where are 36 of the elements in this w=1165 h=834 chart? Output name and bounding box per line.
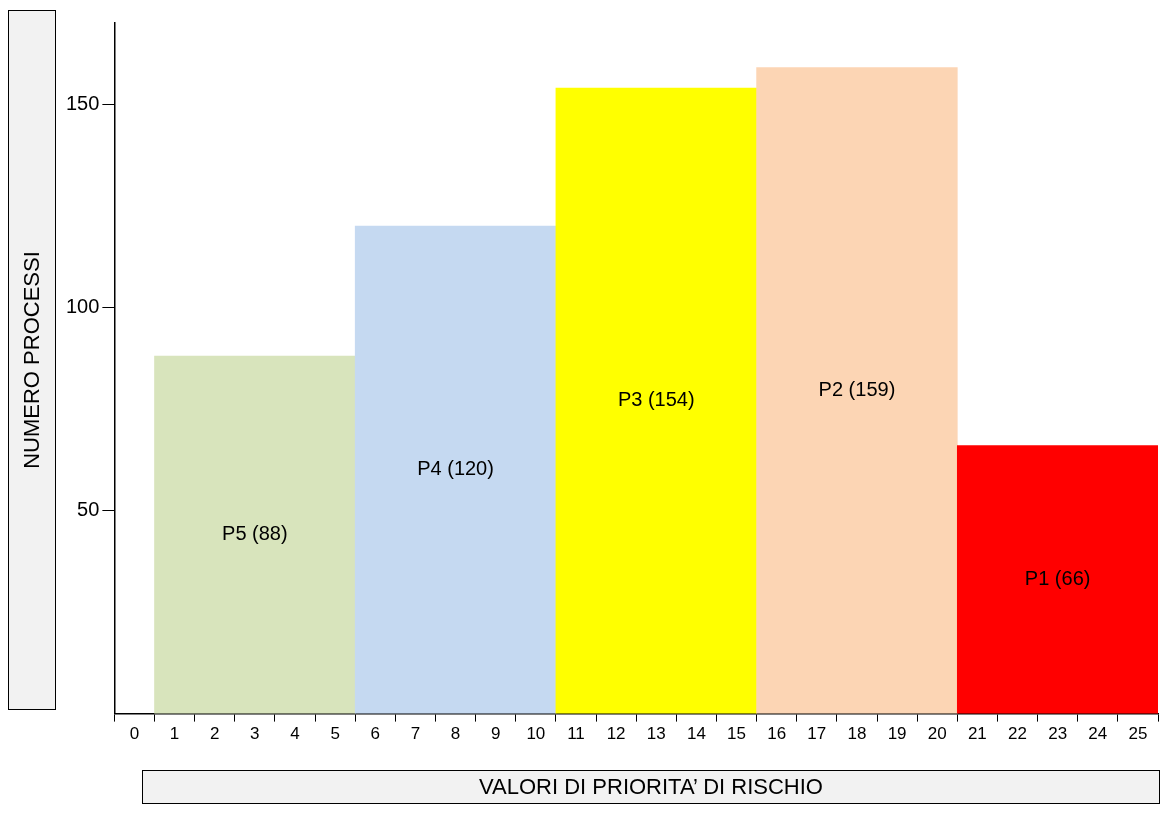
x-tick-label: 7 — [410, 724, 421, 744]
y-tick-label: 150 — [65, 91, 100, 114]
x-tick-label: 18 — [847, 724, 867, 744]
x-tick-label: 10 — [526, 724, 546, 744]
x-tick-label: 15 — [727, 724, 746, 744]
data-label: P3 (154) — [617, 388, 695, 411]
x-tick-label: 4 — [290, 724, 300, 744]
x-tick-label: 6 — [370, 724, 381, 744]
y-axis-title: NUMERO PROCESSI — [19, 251, 45, 469]
x-tick-label: 0 — [129, 724, 140, 744]
x-tick-label: 14 — [686, 724, 706, 744]
x-tick-label: 16 — [767, 724, 787, 744]
x-tick-label: 11 — [567, 724, 585, 744]
x-tick-label: 17 — [807, 724, 827, 744]
y-tick-label: 50 — [77, 498, 100, 520]
x-tick-label: 3 — [250, 724, 260, 744]
x-tick-label: 22 — [1008, 724, 1027, 744]
x-tick-label: 8 — [450, 724, 461, 744]
x-axis-title: VALORI DI PRIORITA’ DI RISCHIO — [142, 770, 1160, 804]
data-label: P2 (159) — [818, 378, 896, 401]
x-tick-label: 9 — [490, 724, 501, 744]
x-tick-label: 2 — [209, 724, 220, 744]
data-label: P1 (66) — [1024, 567, 1091, 590]
x-tick-label: 1 — [169, 724, 180, 744]
x-tick-label: 24 — [1088, 724, 1108, 744]
x-tick-label: 19 — [887, 724, 907, 744]
data-label: P5 (88) — [222, 522, 288, 545]
x-tick-label: 25 — [1128, 724, 1148, 744]
x-tick-label: 5 — [330, 724, 340, 744]
x-tick-label: 12 — [606, 724, 626, 744]
x-tick-label: 21 — [967, 724, 987, 744]
x-tick-label: 23 — [1048, 724, 1068, 744]
y-tick-label: 100 — [65, 294, 100, 317]
x-tick-label: 13 — [646, 724, 666, 744]
data-label: P4 (120) — [417, 457, 494, 480]
x-tick-label: 20 — [927, 724, 947, 744]
